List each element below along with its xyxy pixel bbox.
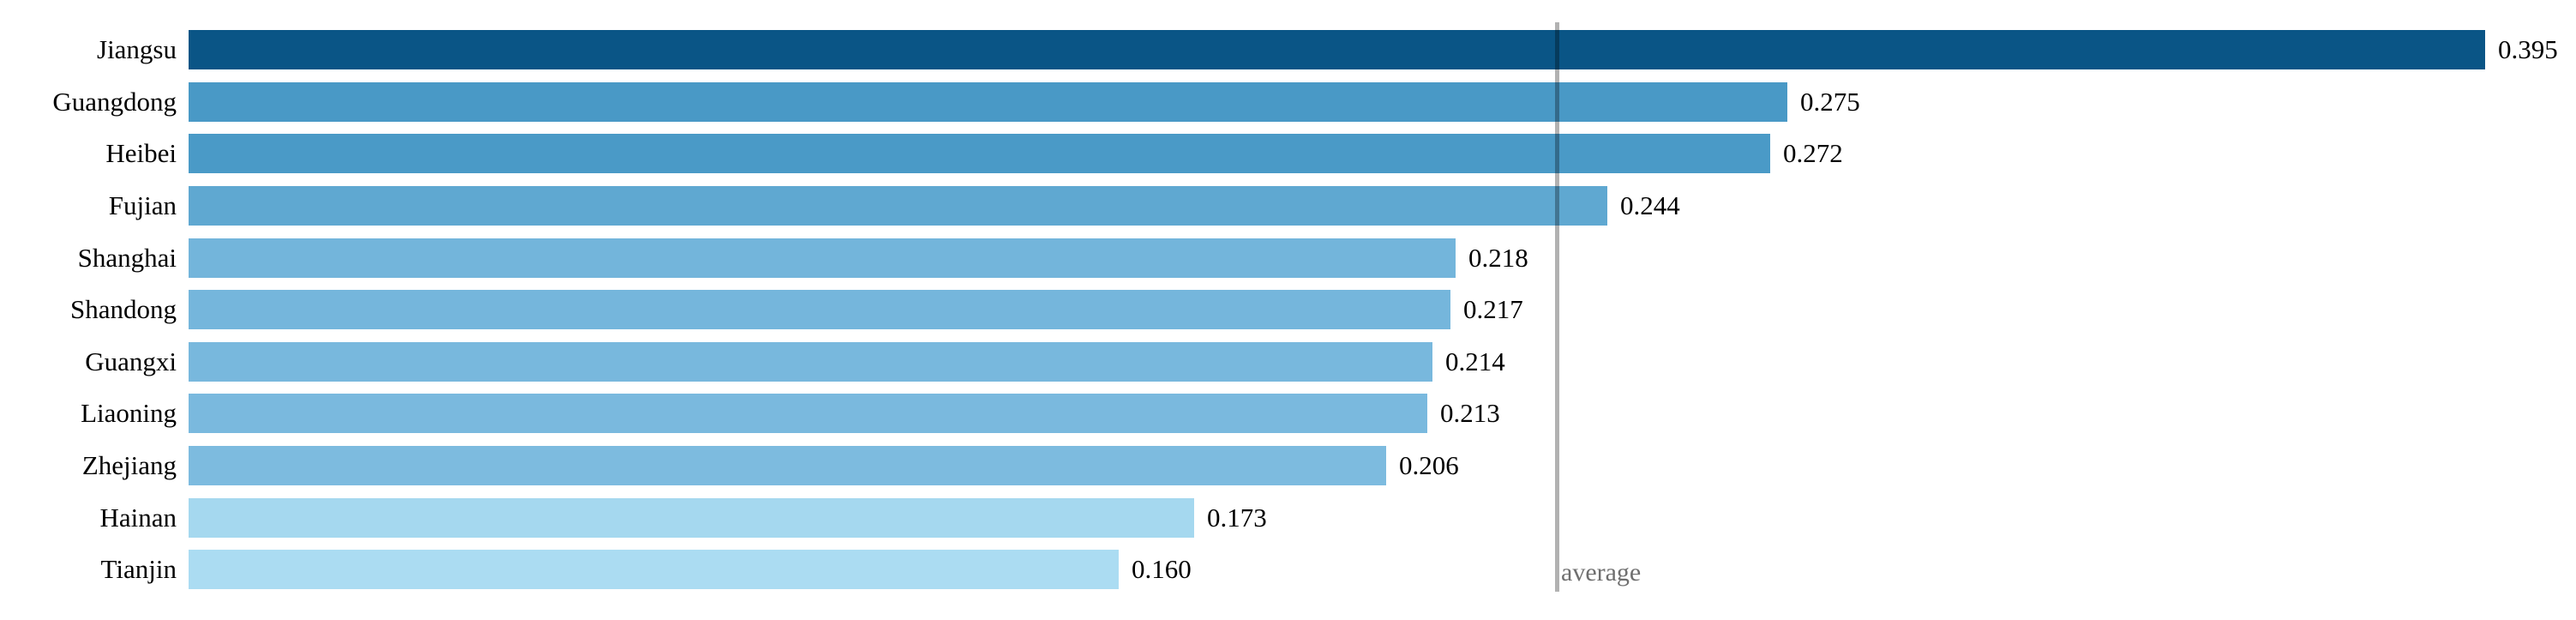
- bar-row: Guangdong 0.275: [0, 76, 2576, 129]
- average-reference-line: [1555, 22, 1559, 592]
- bar: [189, 497, 1194, 538]
- value-label: 0.395: [2498, 34, 2558, 65]
- bar: [189, 238, 1456, 278]
- category-label: Tianjin: [100, 554, 177, 585]
- bar: [189, 446, 1386, 486]
- category-label: Fujian: [108, 190, 177, 221]
- bar-row: Jiangsu 0.395: [0, 24, 2576, 76]
- bar-row: Guangxi 0.214: [0, 336, 2576, 388]
- value-label: 0.160: [1132, 554, 1192, 585]
- value-label: 0.173: [1207, 502, 1267, 533]
- bar-row: Zhejiang 0.206: [0, 440, 2576, 492]
- bar: [189, 394, 1427, 434]
- value-label: 0.244: [1620, 190, 1680, 221]
- bar: [189, 550, 1119, 590]
- category-label: Jiangsu: [97, 34, 177, 65]
- value-label: 0.214: [1445, 346, 1505, 376]
- bar-row: Shandong 0.217: [0, 284, 2576, 336]
- value-label: 0.217: [1463, 294, 1523, 325]
- category-label: Shandong: [70, 294, 177, 325]
- bar-row: Fujian 0.244: [0, 180, 2576, 232]
- value-label: 0.272: [1783, 138, 1843, 169]
- category-label: Zhejiang: [81, 450, 177, 481]
- bar-row: Tianjin 0.160: [0, 544, 2576, 596]
- category-label: Heibei: [105, 138, 177, 169]
- bar: [189, 341, 1432, 382]
- bar: [189, 30, 2485, 70]
- category-label: Liaoning: [81, 398, 177, 429]
- category-label: Guangxi: [85, 346, 177, 376]
- value-label: 0.206: [1399, 450, 1459, 481]
- average-line-label: average: [1561, 558, 1642, 587]
- category-label: Hainan: [99, 502, 177, 533]
- bar-row: Heibei 0.272: [0, 128, 2576, 180]
- bar-row: Shanghai 0.218: [0, 232, 2576, 284]
- value-label: 0.218: [1468, 242, 1528, 273]
- bar: [189, 81, 1787, 122]
- category-label: Guangdong: [52, 86, 177, 117]
- bar: [189, 290, 1450, 330]
- value-label: 0.275: [1800, 86, 1860, 117]
- value-label: 0.213: [1440, 398, 1500, 429]
- bar-row: Hainan 0.173: [0, 491, 2576, 544]
- category-label: Shanghai: [77, 242, 177, 273]
- bar: [189, 186, 1607, 226]
- bar-row: Liaoning 0.213: [0, 388, 2576, 440]
- chart-rows: Jiangsu 0.395 Guangdong 0.275 Heibei 0.272 Fuj…: [0, 24, 2576, 596]
- bar: [189, 134, 1770, 174]
